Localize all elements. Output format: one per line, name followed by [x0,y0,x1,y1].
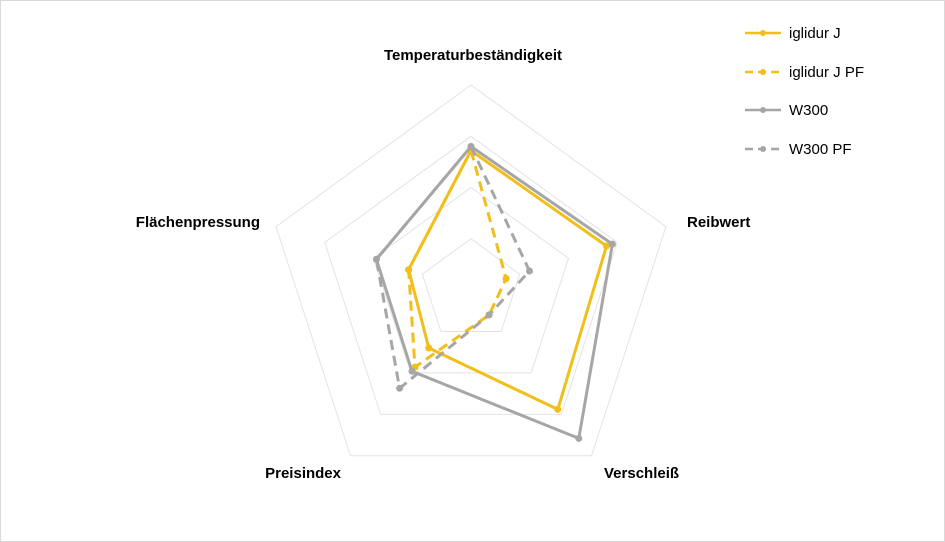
legend-label-iglidur-j: iglidur J [789,25,841,42]
legend-item-iglidur-j: iglidur J [745,25,841,42]
series-line-iglidur-j-pf [407,149,508,369]
legend-marker-w300-pf [760,146,766,152]
series-line-iglidur-j [407,149,608,411]
legend-label-w300: W300 [789,102,828,119]
series-point-w300 [575,434,583,442]
legend-marker-iglidur-j-pf [760,69,766,75]
legend-item-w300-pf: W300 PF [745,141,852,158]
legend-item-w300: W300 [745,102,828,119]
series-point-iglidur-j-pf [502,275,510,283]
legend-marker-w300 [760,107,766,113]
series-point-iglidur-j [425,344,433,352]
legend-label-iglidur-j-pf: iglidur J PF [789,64,864,81]
series-point-w300-pf [526,267,533,275]
radar-series [372,143,616,442]
series-point-iglidur-j-pf [405,266,413,274]
series-point-w300-pf [396,384,404,392]
series-line-w300 [374,145,614,440]
series-point-iglidur-j [603,242,610,250]
axis-label-preisindex: Preisindex [265,465,342,482]
axis-label-verschleiss: Verschleiß [604,465,679,482]
axis-label-reibwert: Reibwert [687,214,750,231]
series-point-w300-pf [372,255,380,263]
grid-ring [421,238,521,332]
legend: iglidur J iglidur J PF W300 W300 PF [745,25,864,158]
legend-item-iglidur-j-pf: iglidur J PF [745,64,864,81]
grid-ring [324,135,618,415]
grid-ring [372,186,570,374]
series-point-w300-pf [467,143,475,150]
series-point-w300 [408,367,416,375]
series-point-iglidur-j [554,405,562,413]
legend-label-w300-pf: W300 PF [789,141,852,158]
series-line-w300-pf [374,145,531,390]
axis-label-flaechenpressung: Flächenpressung [136,214,260,231]
grid-ring [275,84,667,457]
axis-label-temperaturbestaendigkeit: Temperaturbeständigkeit [384,47,562,64]
legend-marker-iglidur-j [760,30,766,36]
radar-grid [275,84,667,457]
series-point-w300 [608,240,616,248]
series-point-w300-pf [485,311,493,319]
